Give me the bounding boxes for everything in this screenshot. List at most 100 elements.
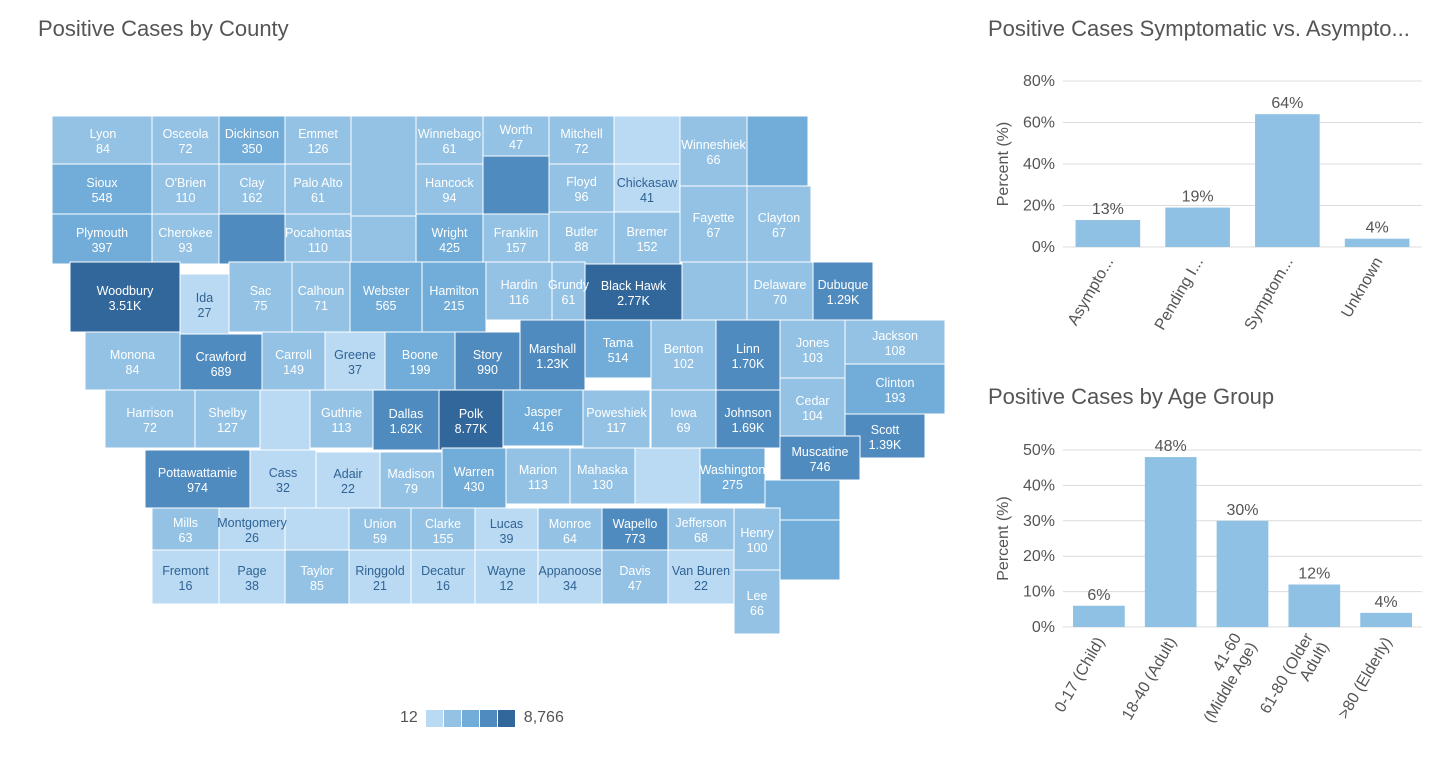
bar[interactable]: [1075, 220, 1141, 247]
county-boone[interactable]: [384, 331, 456, 391]
county-worth[interactable]: [482, 115, 550, 157]
county-decatur[interactable]: [410, 549, 476, 605]
county-o-brien[interactable]: [151, 163, 220, 215]
county-wapello[interactable]: [601, 507, 669, 553]
county-sac[interactable]: [228, 261, 293, 333]
county-davis[interactable]: [601, 549, 669, 605]
county-dallas[interactable]: [372, 389, 440, 451]
county-butler[interactable]: [548, 211, 615, 265]
county-name-muscatine: Muscatine: [792, 445, 849, 459]
bar[interactable]: [1360, 612, 1412, 627]
county-calhoun[interactable]: [291, 261, 351, 333]
county-value-woodbury: 3.51K: [109, 299, 142, 313]
county-cerro-gordo[interactable]: [482, 155, 550, 215]
y-tick-label: 80%: [1023, 73, 1055, 90]
county-webster[interactable]: [349, 261, 423, 333]
county-value-lee: 66: [750, 604, 764, 618]
county-mills[interactable]: [151, 507, 220, 551]
county-johnson[interactable]: [715, 389, 781, 449]
county-woodbury[interactable]: [69, 261, 181, 333]
county-fremont[interactable]: [151, 549, 220, 605]
county-van-buren[interactable]: [667, 549, 735, 605]
county-lee[interactable]: [733, 569, 781, 635]
county-jasper[interactable]: [502, 389, 584, 447]
county-tama[interactable]: [584, 319, 652, 379]
county-linn[interactable]: [715, 319, 781, 391]
county-jones[interactable]: [779, 319, 846, 379]
county-iowa[interactable]: [650, 389, 717, 449]
county-name-ringgold: Ringgold: [355, 564, 404, 578]
county-madison[interactable]: [379, 451, 443, 509]
bar[interactable]: [1144, 457, 1197, 627]
county-dickinson[interactable]: [218, 115, 286, 165]
county-name-clinton: Clinton: [876, 376, 915, 390]
county-jackson[interactable]: [844, 319, 946, 365]
county-wright[interactable]: [415, 213, 484, 265]
county-plymouth[interactable]: [51, 213, 153, 265]
county-winneshiek[interactable]: [679, 115, 748, 187]
county-washington[interactable]: [699, 447, 766, 505]
county-name-mahaska: Mahaska: [577, 463, 628, 477]
y-tick-label: 30%: [1023, 513, 1055, 530]
county-name-palo-alto: Palo Alto: [293, 176, 342, 190]
bar[interactable]: [1216, 520, 1269, 627]
county-osceola[interactable]: [151, 115, 220, 165]
county-floyd[interactable]: [548, 163, 615, 213]
county-marshall[interactable]: [519, 319, 586, 391]
county-taylor[interactable]: [284, 549, 350, 605]
county-adams[interactable]: [284, 507, 350, 551]
bar[interactable]: [1165, 207, 1230, 247]
county-allamakee[interactable]: [746, 115, 809, 187]
county-monroe[interactable]: [537, 507, 603, 553]
county-kossuth[interactable]: [350, 115, 417, 217]
county-greene[interactable]: [324, 331, 386, 391]
county-keokuk[interactable]: [634, 447, 701, 505]
county-name-crawford: Crawford: [196, 350, 247, 364]
county-bremer[interactable]: [613, 211, 681, 265]
county-shelby[interactable]: [194, 389, 261, 449]
county-monona[interactable]: [84, 331, 181, 391]
county-union[interactable]: [348, 507, 412, 553]
bar[interactable]: [1073, 605, 1125, 627]
county-mahaska[interactable]: [569, 447, 636, 505]
county-cherokee[interactable]: [151, 213, 220, 265]
county-palo-alto[interactable]: [284, 163, 352, 215]
county-crawford[interactable]: [179, 333, 263, 393]
county-value-winneshiek: 66: [707, 153, 721, 167]
county-value-benton: 102: [673, 357, 694, 371]
bar[interactable]: [1288, 584, 1341, 627]
county-howard[interactable]: [613, 115, 681, 165]
county-jefferson[interactable]: [667, 507, 735, 551]
county-fayette[interactable]: [679, 185, 748, 263]
county-des-moines[interactable]: [779, 519, 841, 581]
county-appanoose[interactable]: [537, 549, 603, 605]
county-name-cherokee: Cherokee: [158, 226, 212, 240]
county-pocahontas[interactable]: [284, 213, 352, 265]
county-lyon[interactable]: [51, 115, 155, 165]
county-harrison[interactable]: [104, 389, 196, 449]
county-audubon[interactable]: [259, 389, 311, 451]
county-value-crawford: 689: [211, 365, 232, 379]
bar[interactable]: [1344, 238, 1410, 247]
county-buchanan[interactable]: [681, 261, 748, 321]
county-humboldt[interactable]: [350, 215, 417, 263]
county-name-delaware: Delaware: [754, 278, 807, 292]
county-henry[interactable]: [733, 507, 781, 571]
bar-data-label: 48%: [1155, 438, 1187, 455]
county-guthrie[interactable]: [309, 389, 374, 449]
county-franklin[interactable]: [482, 213, 550, 265]
county-pottawattamie[interactable]: [144, 449, 251, 509]
county-wayne[interactable]: [474, 549, 539, 605]
county-name-chickasaw: Chickasaw: [617, 176, 678, 190]
bar[interactable]: [1255, 114, 1320, 247]
county-hardin[interactable]: [485, 261, 553, 321]
county-value-lyon: 84: [96, 142, 110, 156]
county-marion[interactable]: [505, 447, 571, 505]
county-poweshiek[interactable]: [582, 389, 651, 449]
county-ringgold[interactable]: [348, 549, 412, 605]
county-clarke[interactable]: [410, 507, 476, 553]
county-value-dallas: 1.62K: [390, 422, 423, 436]
county-lucas[interactable]: [474, 507, 539, 553]
county-clayton[interactable]: [746, 185, 812, 263]
county-buena-vista[interactable]: [218, 213, 286, 265]
